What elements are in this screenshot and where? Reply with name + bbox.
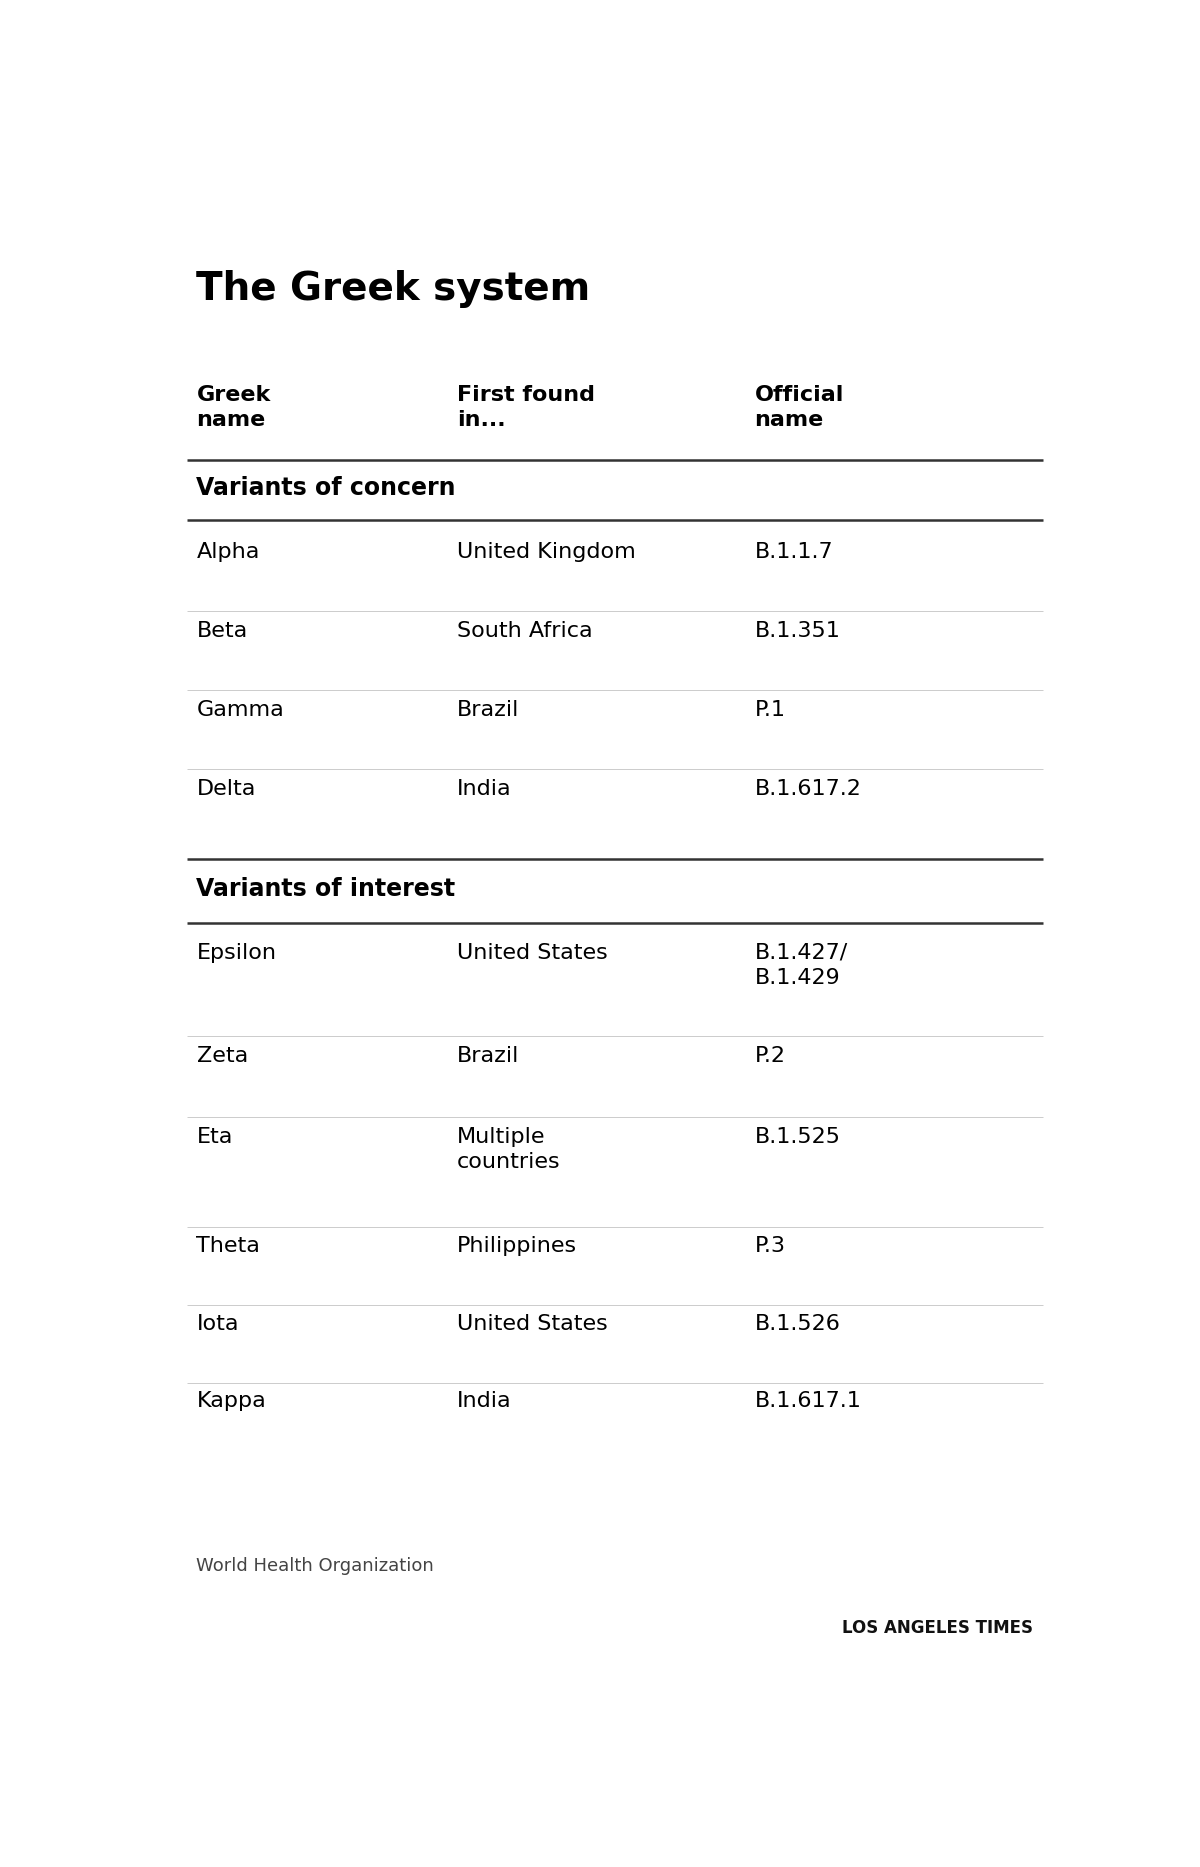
Text: First found
in...: First found in... (457, 385, 595, 429)
Text: The Greek system: The Greek system (197, 271, 590, 308)
Text: Kappa: Kappa (197, 1391, 266, 1411)
Text: LOS ANGELES TIMES: LOS ANGELES TIMES (842, 1619, 1033, 1637)
Text: Zeta: Zeta (197, 1046, 247, 1066)
Text: B.1.1.7: B.1.1.7 (755, 541, 833, 562)
Text: United States: United States (457, 1314, 607, 1333)
Text: World Health Organization: World Health Organization (197, 1557, 434, 1574)
Text: Variants of concern: Variants of concern (197, 476, 456, 500)
Text: United States: United States (457, 943, 607, 963)
Text: Multiple
countries: Multiple countries (457, 1128, 560, 1172)
Text: Theta: Theta (197, 1236, 260, 1256)
Text: Gamma: Gamma (197, 700, 284, 721)
Text: P.1: P.1 (755, 700, 786, 721)
Text: Greek
name: Greek name (197, 385, 271, 429)
Text: B.1.351: B.1.351 (755, 622, 840, 640)
Text: Eta: Eta (197, 1128, 233, 1146)
Text: B.1.617.2: B.1.617.2 (755, 779, 862, 799)
Text: Brazil: Brazil (457, 1046, 520, 1066)
Text: Alpha: Alpha (197, 541, 260, 562)
Text: P.3: P.3 (755, 1236, 786, 1256)
Text: B.1.525: B.1.525 (755, 1128, 840, 1146)
Text: Brazil: Brazil (457, 700, 520, 721)
Text: Iota: Iota (197, 1314, 239, 1333)
Text: Epsilon: Epsilon (197, 943, 276, 963)
Text: P.2: P.2 (755, 1046, 786, 1066)
Text: South Africa: South Africa (457, 622, 593, 640)
Text: B.1.617.1: B.1.617.1 (755, 1391, 862, 1411)
Text: B.1.526: B.1.526 (755, 1314, 840, 1333)
Text: India: India (457, 779, 511, 799)
Text: United Kingdom: United Kingdom (457, 541, 636, 562)
Text: Variants of interest: Variants of interest (197, 877, 456, 900)
Text: Delta: Delta (197, 779, 256, 799)
Text: B.1.427/
B.1.429: B.1.427/ B.1.429 (755, 943, 847, 988)
Text: Beta: Beta (197, 622, 247, 640)
Text: Philippines: Philippines (457, 1236, 577, 1256)
Text: Official
name: Official name (755, 385, 844, 429)
Text: India: India (457, 1391, 511, 1411)
